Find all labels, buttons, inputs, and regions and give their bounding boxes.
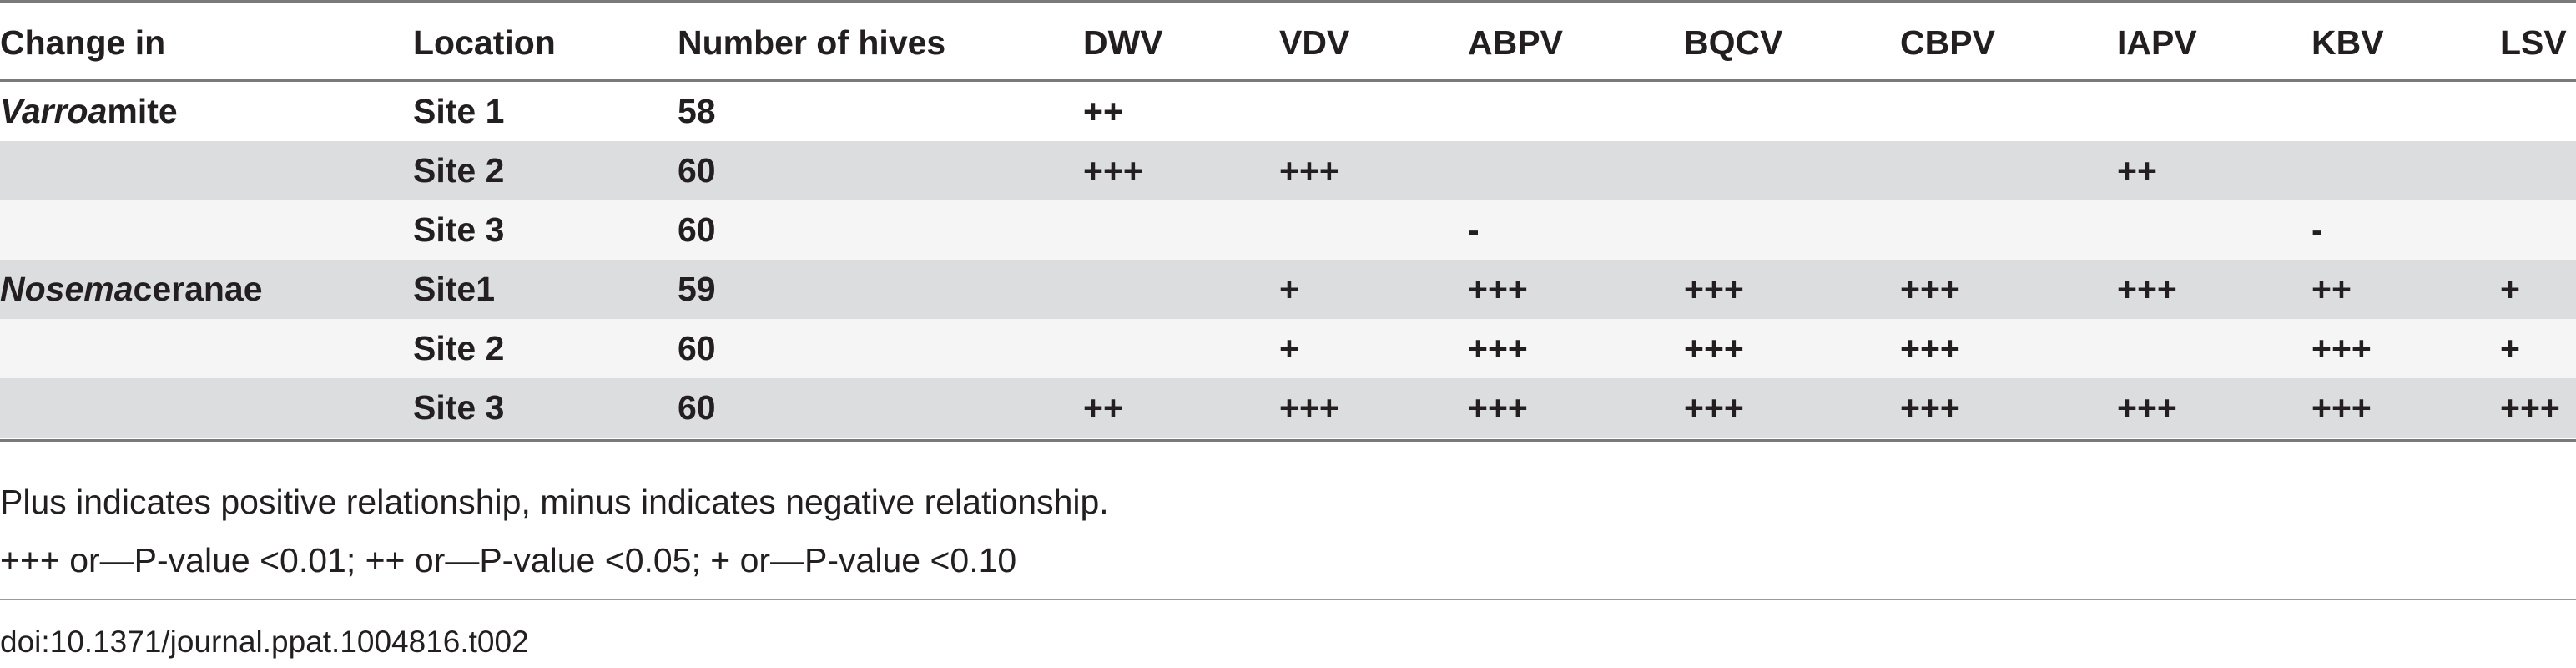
header-dwv: DWV: [1083, 23, 1163, 62]
cell-kbv: +++: [2311, 388, 2372, 427]
cell-change-in-italic: Varroa: [0, 92, 108, 130]
cell-bqcv: +++: [1684, 270, 1744, 308]
table-row: Site 2 60 + +++ +++ +++ +++ +: [0, 319, 2576, 378]
cell-change-in: Varroa mite: [0, 82, 178, 141]
cell-lsv: +: [2500, 270, 2520, 308]
cell-abpv: +++: [1468, 329, 1528, 367]
header-number-of-hives: Number of hives: [678, 23, 946, 62]
table-header-row: Change in Location Number of hives DWV V…: [0, 7, 2576, 79]
table-row: Site 3 60 - -: [0, 200, 2576, 260]
cell-dwv: ++: [1083, 388, 1123, 427]
cell-location: Site 3: [413, 388, 505, 427]
table-footnote-direction: Plus indicates positive relationship, mi…: [0, 483, 1109, 521]
cell-kbv: -: [2311, 210, 2323, 249]
cell-iapv: +++: [2117, 388, 2177, 427]
header-lsv: LSV: [2500, 23, 2567, 62]
header-location: Location: [413, 23, 556, 62]
table-row: Nosema ceranae Site1 59 + +++ +++ +++ ++…: [0, 260, 2576, 319]
table-top-rule: [0, 0, 2576, 3]
cell-hives: 60: [678, 388, 716, 427]
table-row: Site 3 60 ++ +++ +++ +++ +++ +++ +++ +++: [0, 378, 2576, 438]
cell-hives: 60: [678, 329, 716, 367]
table-row: Site 2 60 +++ +++ ++: [0, 141, 2576, 200]
header-kbv: KBV: [2311, 23, 2384, 62]
cell-bqcv: +++: [1684, 329, 1744, 367]
header-iapv: IAPV: [2117, 23, 2197, 62]
cell-cbpv: +++: [1900, 270, 1960, 308]
cell-bqcv: +++: [1684, 388, 1744, 427]
table-doi: doi:10.1371/journal.ppat.1004816.t002: [0, 625, 529, 659]
cell-cbpv: +++: [1900, 329, 1960, 367]
table-bottom-rule: [0, 439, 2576, 442]
table-row: Varroa mite Site 1 58 ++: [0, 82, 2576, 141]
cell-abpv: +++: [1468, 270, 1528, 308]
table-footnote-significance: +++ or—P-value <0.01; ++ or—P-value <0.0…: [0, 541, 1017, 579]
cell-change-in: Nosema ceranae: [0, 260, 263, 319]
cell-vdv: +++: [1279, 151, 1339, 190]
cell-hives: 59: [678, 270, 716, 308]
cell-location: Site 2: [413, 329, 505, 367]
cell-hives: 60: [678, 210, 716, 249]
cell-dwv: ++: [1083, 92, 1123, 130]
table-header-rule: [0, 79, 2576, 82]
cell-cbpv: +++: [1900, 388, 1960, 427]
cell-iapv: ++: [2117, 151, 2157, 190]
cell-location: Site1: [413, 270, 495, 308]
cell-lsv: +++: [2500, 388, 2560, 427]
cell-kbv: +++: [2311, 329, 2372, 367]
doi-divider: [0, 599, 2576, 600]
cell-lsv: +: [2500, 329, 2520, 367]
cell-hives: 58: [678, 92, 716, 130]
cell-iapv: +++: [2117, 270, 2177, 308]
cell-change-in-rest: ceranae: [133, 270, 263, 308]
cell-location: Site 1: [413, 92, 505, 130]
header-bqcv: BQCV: [1684, 23, 1783, 62]
cell-kbv: ++: [2311, 270, 2352, 308]
cell-abpv: -: [1468, 210, 1480, 249]
cell-vdv: +: [1279, 329, 1299, 367]
cell-location: Site 3: [413, 210, 505, 249]
header-cbpv: CBPV: [1900, 23, 1995, 62]
cell-vdv: +++: [1279, 388, 1339, 427]
cell-change-in-rest: mite: [107, 92, 178, 130]
cell-hives: 60: [678, 151, 716, 190]
cell-vdv: +: [1279, 270, 1299, 308]
header-vdv: VDV: [1279, 23, 1350, 62]
cell-dwv: +++: [1083, 151, 1143, 190]
cell-change-in-italic: Nosema: [0, 270, 134, 308]
cell-abpv: +++: [1468, 388, 1528, 427]
header-abpv: ABPV: [1468, 23, 1563, 62]
header-change-in: Change in: [0, 23, 166, 62]
cell-location: Site 2: [413, 151, 505, 190]
